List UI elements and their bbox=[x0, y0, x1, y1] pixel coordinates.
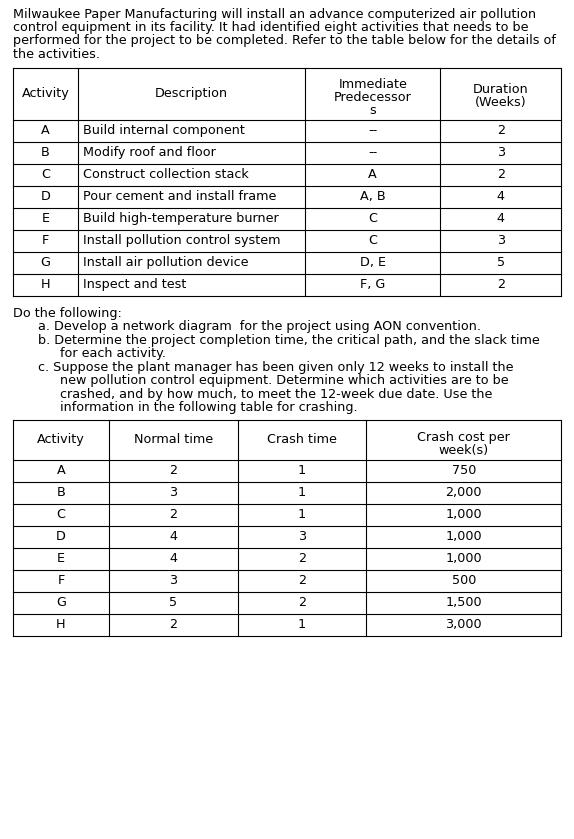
Text: 2,000: 2,000 bbox=[445, 487, 482, 499]
Text: a. Develop a network diagram  for the project using AON convention.: a. Develop a network diagram for the pro… bbox=[38, 320, 481, 333]
Text: 1,500: 1,500 bbox=[445, 597, 482, 609]
Text: F: F bbox=[57, 575, 64, 587]
Text: H: H bbox=[41, 279, 50, 291]
Text: 500: 500 bbox=[452, 575, 476, 587]
Text: H: H bbox=[56, 618, 66, 631]
Text: control equipment in its facility. It had identified eight activities that needs: control equipment in its facility. It ha… bbox=[13, 21, 529, 34]
Text: Description: Description bbox=[155, 87, 228, 101]
Text: G: G bbox=[40, 256, 51, 269]
Text: 1,000: 1,000 bbox=[445, 552, 482, 565]
Text: --: -- bbox=[368, 146, 377, 159]
Text: C: C bbox=[56, 508, 65, 521]
Text: 2: 2 bbox=[169, 464, 177, 477]
Text: Do the following:: Do the following: bbox=[13, 307, 122, 320]
Text: B: B bbox=[57, 487, 65, 499]
Text: information in the following table for crashing.: information in the following table for c… bbox=[60, 401, 358, 414]
Text: 1: 1 bbox=[298, 508, 306, 521]
Text: F, G: F, G bbox=[360, 279, 385, 291]
Text: 1: 1 bbox=[298, 618, 306, 631]
Text: week(s): week(s) bbox=[439, 444, 489, 456]
Text: B: B bbox=[41, 146, 50, 159]
Text: 5: 5 bbox=[497, 256, 505, 269]
Text: c. Suppose the plant manager has been given only 12 weeks to install the: c. Suppose the plant manager has been gi… bbox=[38, 361, 514, 374]
Text: 5: 5 bbox=[169, 597, 177, 609]
Text: 1: 1 bbox=[298, 464, 306, 477]
Text: C: C bbox=[41, 169, 50, 181]
Text: G: G bbox=[56, 597, 66, 609]
Text: 2: 2 bbox=[497, 169, 505, 181]
Text: 3: 3 bbox=[169, 487, 177, 499]
Text: 750: 750 bbox=[452, 464, 476, 477]
Text: 4: 4 bbox=[497, 190, 505, 203]
Text: Activity: Activity bbox=[21, 87, 69, 101]
Text: performed for the project to be completed. Refer to the table below for the deta: performed for the project to be complete… bbox=[13, 34, 556, 47]
Text: E: E bbox=[57, 552, 65, 565]
Text: Activity: Activity bbox=[37, 433, 85, 446]
Text: Inspect and test: Inspect and test bbox=[83, 279, 186, 291]
Text: 3: 3 bbox=[169, 575, 177, 587]
Text: 1,000: 1,000 bbox=[445, 508, 482, 521]
Text: b. Determine the project completion time, the critical path, and the slack time: b. Determine the project completion time… bbox=[38, 334, 540, 347]
Text: A: A bbox=[57, 464, 65, 477]
Text: C: C bbox=[369, 212, 377, 226]
Text: 2: 2 bbox=[298, 597, 306, 609]
Text: s: s bbox=[370, 104, 376, 117]
Text: Build internal component: Build internal component bbox=[83, 124, 245, 138]
Text: 3: 3 bbox=[298, 530, 306, 544]
Text: 2: 2 bbox=[169, 508, 177, 521]
Text: Modify roof and floor: Modify roof and floor bbox=[83, 146, 216, 159]
Text: crashed, and by how much, to meet the 12-week due date. Use the: crashed, and by how much, to meet the 12… bbox=[60, 388, 492, 401]
Text: Immediate: Immediate bbox=[338, 78, 407, 91]
Text: the activities.: the activities. bbox=[13, 48, 100, 60]
Text: --: -- bbox=[368, 124, 377, 138]
Text: Install pollution control system: Install pollution control system bbox=[83, 234, 280, 248]
Text: Crash time: Crash time bbox=[267, 433, 337, 446]
Text: E: E bbox=[41, 212, 49, 226]
Text: Predecessor: Predecessor bbox=[334, 91, 412, 104]
Text: D: D bbox=[56, 530, 66, 544]
Text: 2: 2 bbox=[169, 618, 177, 631]
Text: A: A bbox=[369, 169, 377, 181]
Text: Install air pollution device: Install air pollution device bbox=[83, 256, 248, 269]
Text: C: C bbox=[369, 234, 377, 248]
Text: Duration: Duration bbox=[473, 83, 529, 96]
Text: new pollution control equipment. Determine which activities are to be: new pollution control equipment. Determi… bbox=[60, 374, 509, 388]
Text: D, E: D, E bbox=[360, 256, 386, 269]
Text: 4: 4 bbox=[497, 212, 505, 226]
Text: 3,000: 3,000 bbox=[445, 618, 482, 631]
Text: F: F bbox=[42, 234, 49, 248]
Text: 2: 2 bbox=[497, 124, 505, 138]
Text: Pour cement and install frame: Pour cement and install frame bbox=[83, 190, 276, 203]
Text: Milwaukee Paper Manufacturing will install an advance computerized air pollution: Milwaukee Paper Manufacturing will insta… bbox=[13, 8, 536, 21]
Text: 1: 1 bbox=[298, 487, 306, 499]
Text: Normal time: Normal time bbox=[134, 433, 213, 446]
Text: 1,000: 1,000 bbox=[445, 530, 482, 544]
Text: 2: 2 bbox=[298, 552, 306, 565]
Text: 4: 4 bbox=[169, 552, 177, 565]
Text: (Weeks): (Weeks) bbox=[475, 96, 526, 109]
Text: D: D bbox=[40, 190, 51, 203]
Text: A, B: A, B bbox=[360, 190, 386, 203]
Text: 4: 4 bbox=[169, 530, 177, 544]
Text: 2: 2 bbox=[298, 575, 306, 587]
Text: for each activity.: for each activity. bbox=[60, 347, 166, 360]
Text: Construct collection stack: Construct collection stack bbox=[83, 169, 249, 181]
Text: Build high-temperature burner: Build high-temperature burner bbox=[83, 212, 278, 226]
Text: 3: 3 bbox=[497, 146, 505, 159]
Text: A: A bbox=[41, 124, 50, 138]
Text: 3: 3 bbox=[497, 234, 505, 248]
Text: Crash cost per: Crash cost per bbox=[417, 430, 510, 444]
Text: 2: 2 bbox=[497, 279, 505, 291]
